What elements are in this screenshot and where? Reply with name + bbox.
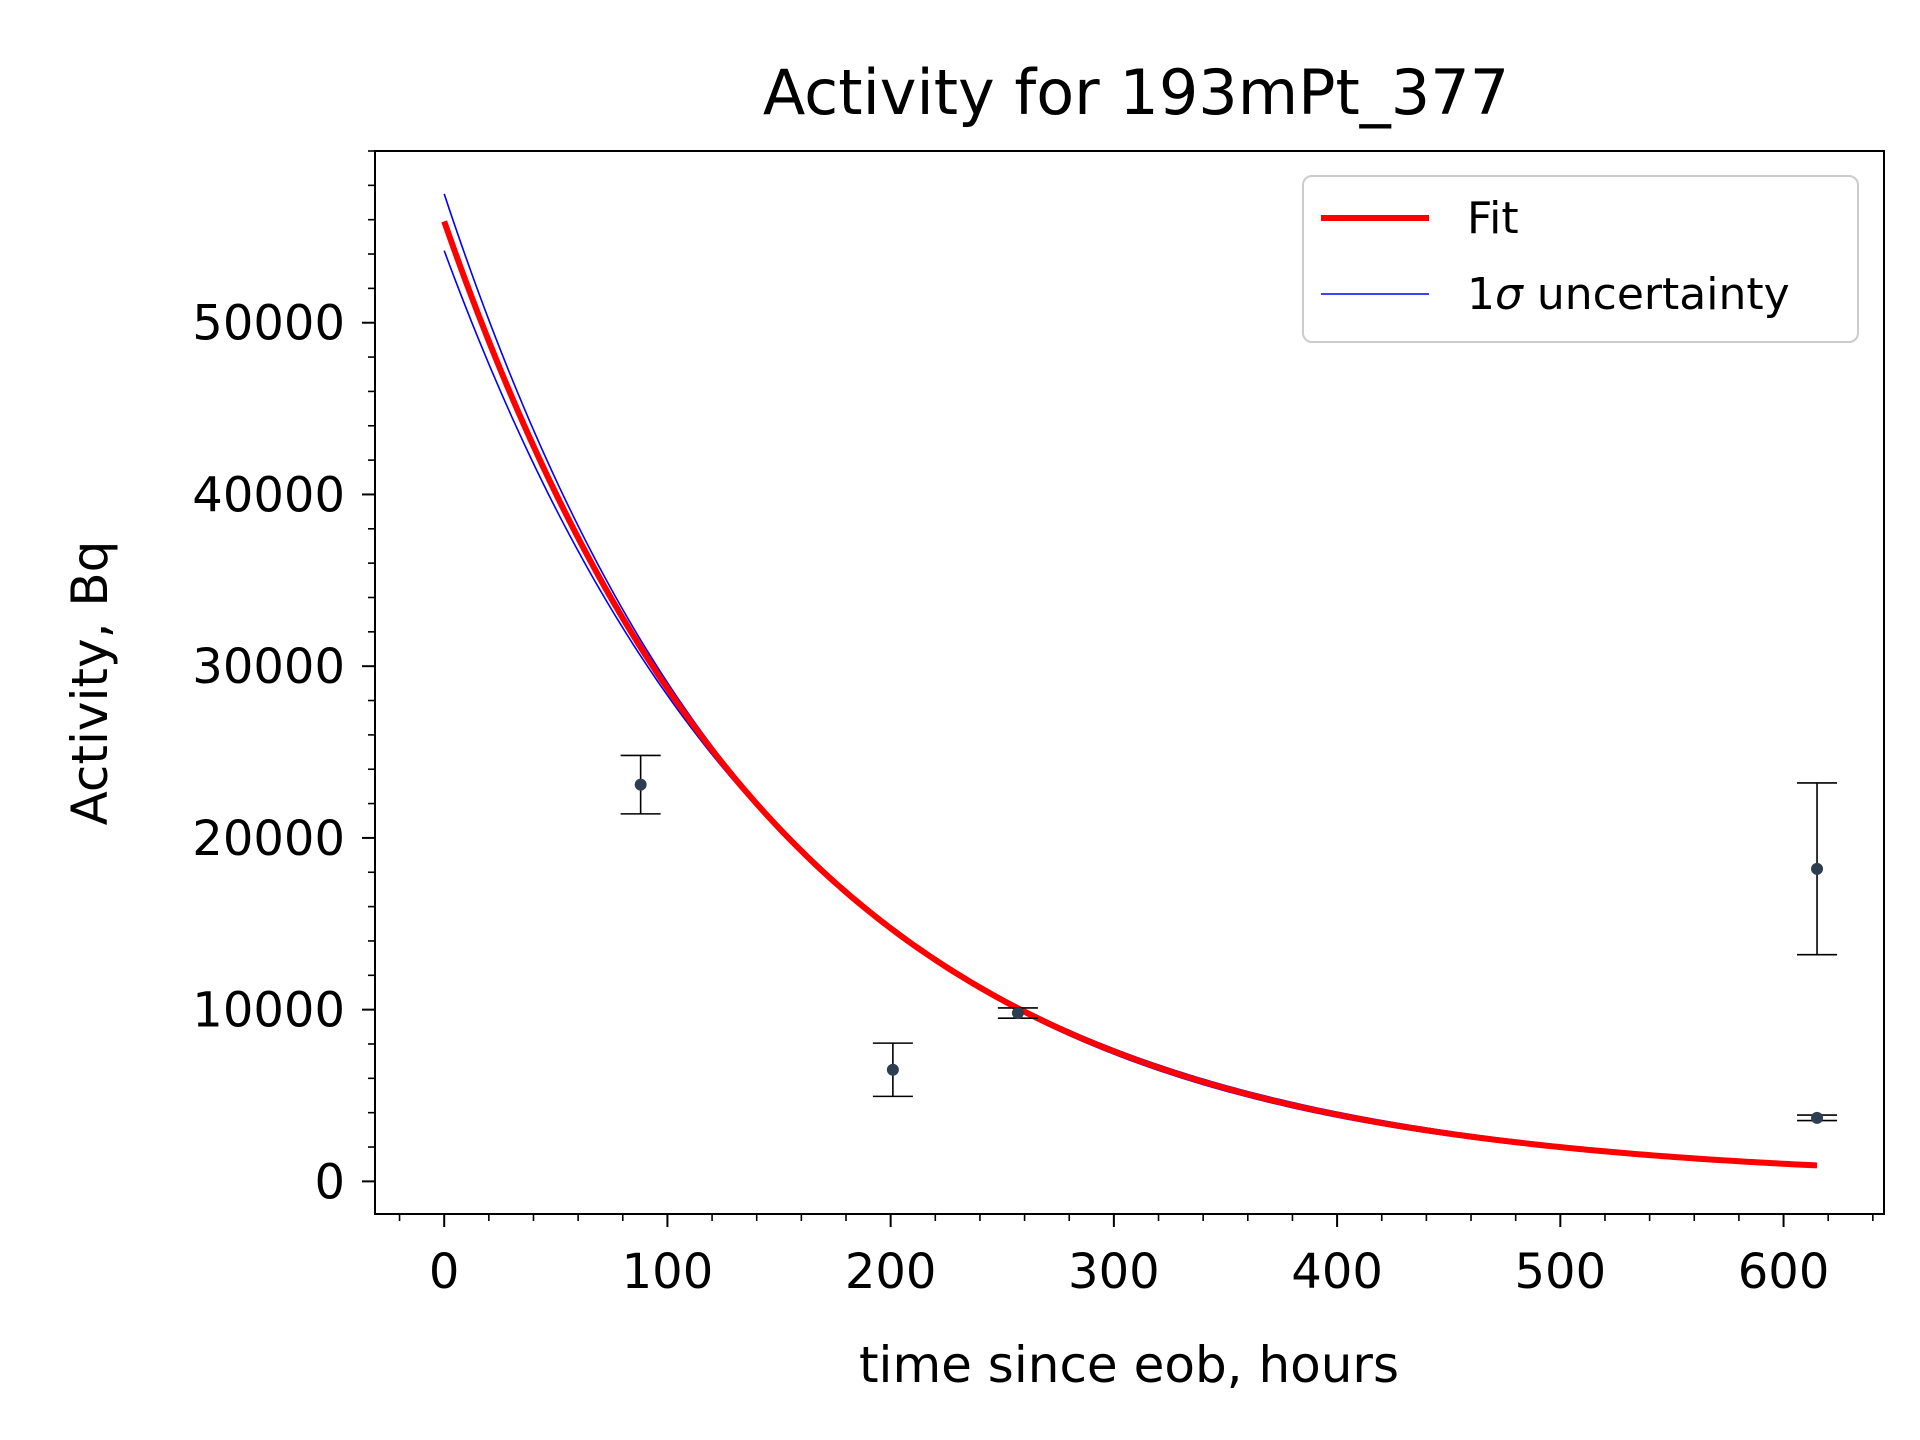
measurement-point — [620, 754, 661, 815]
x-tick-label: 400 — [1291, 1244, 1383, 1300]
plot-frame — [374, 150, 1885, 1215]
measurement-points — [620, 754, 1838, 1124]
data-marker — [634, 778, 647, 791]
y-tick-label: 0 — [314, 1154, 345, 1210]
chart-title: Activity for 193mPt_377 — [763, 56, 1509, 129]
fit-line — [441, 220, 1818, 1169]
x-tick-label: 0 — [429, 1244, 460, 1300]
tick-labels: 0 100 200 300 400 500 600 0 10000 20000 30000 40000… — [192, 296, 1829, 1300]
data-marker — [1811, 862, 1824, 875]
data-marker — [1811, 1111, 1824, 1124]
major-ticks — [362, 321, 1785, 1227]
x-axis-title: time since eob, hours — [859, 1336, 1399, 1394]
legend-fit-label: Fit — [1467, 193, 1519, 244]
legend-box — [1302, 175, 1859, 343]
y-tick-label: 20000 — [192, 811, 345, 867]
x-tick-label: 600 — [1738, 1244, 1830, 1300]
x-tick-label: 300 — [1068, 1244, 1160, 1300]
data-marker — [886, 1063, 899, 1076]
y-tick-label: 10000 — [192, 983, 345, 1039]
measurement-point — [1797, 1111, 1838, 1124]
x-tick-label: 200 — [845, 1244, 937, 1300]
y-tick-label: 50000 — [192, 296, 345, 352]
y-tick-label: 40000 — [192, 467, 345, 523]
x-tick-label: 500 — [1515, 1244, 1607, 1300]
y-axis-title: Activity, Bq — [61, 541, 119, 826]
plot-area — [441, 193, 1838, 1169]
uncertainty-lower-line — [443, 250, 1818, 1166]
x-tick-label: 100 — [622, 1244, 714, 1300]
measurement-point — [1797, 782, 1838, 956]
legend: Fit 1σ uncertainty — [1302, 175, 1859, 343]
data-marker — [1011, 1007, 1024, 1020]
minor-ticks — [368, 150, 1874, 1221]
measurement-point — [997, 1007, 1038, 1020]
legend-uncertainty-label: 1σ uncertainty — [1467, 269, 1790, 320]
y-tick-label: 30000 — [192, 639, 345, 695]
measurement-point — [872, 1042, 913, 1098]
